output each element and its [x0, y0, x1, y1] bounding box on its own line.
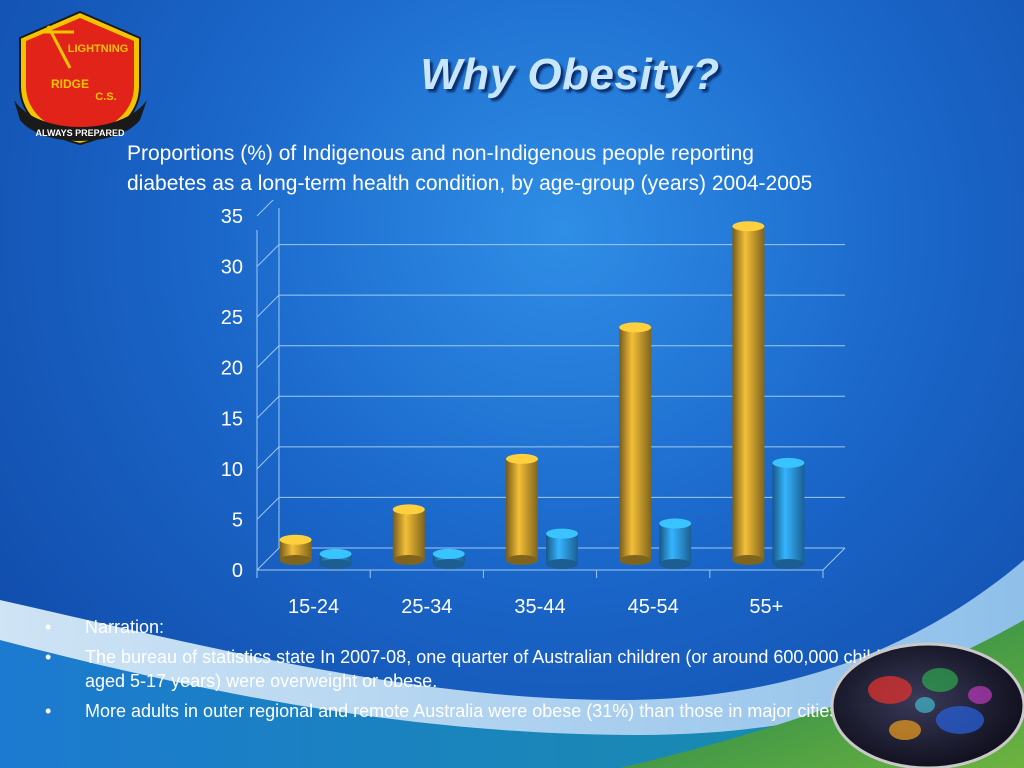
bar-top: [659, 518, 692, 529]
y-tick-label: 0: [232, 560, 243, 582]
bar-top: [506, 453, 538, 464]
bullet-item-regional: • More adults in outer regional and remo…: [45, 699, 925, 723]
bar-25-34-series-2: [432, 553, 465, 564]
subtitle-line-2: diabetes as a long-term health condition…: [127, 172, 813, 195]
x-tick-label: 25-34: [401, 596, 452, 618]
y-tick-label: 35: [221, 206, 243, 228]
y-tick-label: 5: [232, 509, 243, 531]
bar-base: [619, 555, 652, 565]
bar-55+-series-1: [732, 226, 765, 560]
bar-top: [732, 221, 765, 232]
bar-top: [319, 548, 352, 559]
bullet-list: • Narration: • The bureau of statistics …: [45, 615, 925, 729]
bar-base: [772, 559, 805, 569]
y-tick-label: 30: [221, 257, 243, 279]
bar-top: [619, 322, 652, 333]
y-tick-label: 20: [221, 358, 243, 380]
x-tick-label: 45-54: [628, 596, 679, 618]
logo-motto: ALWAYS PREPARED: [35, 128, 125, 138]
bullet-text: Narration:: [85, 617, 165, 637]
gridline-depth: [256, 547, 280, 571]
logo-cs-text: C.S.: [95, 91, 116, 103]
bar-base: [319, 559, 352, 569]
y-tick-label: 15: [221, 408, 243, 430]
gridline-depth: [256, 345, 280, 369]
bar-35-44-series-1: [506, 458, 538, 560]
bar-35-44-series-2: [546, 533, 578, 564]
y-tick-label: 10: [221, 459, 243, 481]
bullet-item-narration: • Narration:: [45, 615, 925, 639]
bar-top: [279, 534, 312, 545]
bar-15-24-series-1: [279, 539, 312, 560]
bullet-text: The bureau of statistics state In 2007-0…: [85, 647, 907, 691]
gridline-depth: [256, 200, 274, 217]
floor-edge: [822, 547, 846, 571]
bar-base: [506, 555, 538, 565]
bar-55+-series-2: [772, 462, 805, 564]
bar-top: [432, 548, 465, 559]
subtitle-line-1: Proportions (%) of Indigenous and non-In…: [127, 142, 754, 165]
bar-top: [772, 457, 805, 468]
x-tick-label: 15-24: [288, 596, 339, 618]
x-tick-label: 55+: [749, 596, 783, 618]
bar-top: [392, 504, 425, 515]
bullet-marker: •: [45, 647, 52, 667]
bullet-text: More adults in outer regional and remote…: [85, 701, 897, 721]
bullet-item-statistics: • The bureau of statistics state In 2007…: [45, 645, 925, 693]
bullet-marker: •: [45, 701, 52, 721]
bar-base: [732, 555, 765, 565]
bar-45-54-series-2: [659, 523, 692, 564]
school-crest-logo: ALWAYS PREPARED LIGHTNING RIDGE C.S.: [14, 10, 147, 146]
gridline-depth: [256, 497, 280, 520]
chart-subtitle: Proportions (%) of Indigenous and non-In…: [127, 139, 977, 199]
opal-gemstone-image: [830, 642, 1024, 768]
y-tick-label: 25: [221, 307, 243, 329]
bar-base: [546, 559, 578, 569]
bar-top: [546, 528, 578, 539]
bullet-marker: •: [45, 617, 52, 637]
bar-chart: 0 5 10 15 20 25 30 35 15-24 25-34 35-44 45-54 55+: [221, 200, 846, 618]
bar-base: [392, 555, 425, 565]
slide-title: Why Obesity?: [420, 50, 720, 99]
bar-base: [279, 555, 312, 565]
bar-15-24-series-2: [319, 553, 352, 564]
gridline-depth: [256, 446, 280, 470]
logo-middle-text: RIDGE: [51, 77, 89, 91]
gridline-depth: [256, 244, 280, 267]
bar-base: [432, 559, 465, 569]
logo-top-text: LIGHTNING: [68, 43, 129, 55]
bar-45-54-series-1: [619, 327, 652, 560]
gridline-depth: [256, 395, 280, 419]
x-tick-label: 35-44: [514, 596, 565, 618]
bar-25-34-series-1: [392, 509, 425, 560]
bar-base: [659, 559, 692, 569]
gridline-depth: [256, 294, 280, 318]
